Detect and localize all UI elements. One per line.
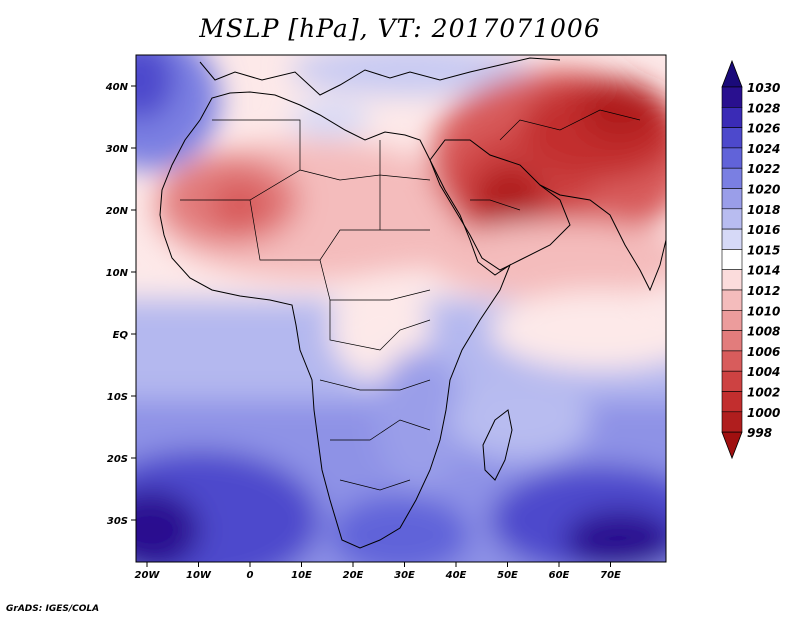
lon-label-50e: 50E: [497, 570, 518, 581]
colorbar-label-1020: 1020: [747, 183, 780, 197]
lat-label-30n: 30N: [106, 144, 129, 155]
europe-coastline: [199, 57, 561, 96]
pressure-field: [136, 55, 666, 562]
colorbar-segment: [721, 208, 743, 230]
lon-label-0: 0: [247, 570, 254, 581]
lon-label-70e: 70E: [600, 570, 621, 581]
lat-label-10n: 10N: [106, 268, 129, 279]
colorbar-segment: [721, 167, 743, 189]
colorbar-label-1004: 1004: [747, 365, 780, 379]
colorbar-segment: [721, 269, 743, 291]
lon-label-20w: 20W: [135, 570, 161, 581]
arabia-coastline: [429, 139, 571, 271]
colorbar-segment: [721, 147, 743, 169]
colorbar-segment: [721, 391, 743, 413]
lat-label-20n: 20N: [106, 206, 129, 217]
colorbar-label-1012: 1012: [747, 284, 780, 298]
lat-label-eq: EQ: [113, 330, 129, 341]
colorbar-label-1002: 1002: [747, 386, 780, 400]
lat-label-40n: 40N: [105, 82, 129, 93]
colorbar: 1030 1028 1026 1024 1022 1020 1018 1016 1015 1014…: [721, 59, 780, 460]
colorbar-segment: [721, 411, 743, 433]
colorbar-segment: [721, 188, 743, 210]
colorbar-segment: [721, 309, 743, 331]
colorbar-label-1008: 1008: [747, 325, 780, 339]
credit-label: GrADS: IGES/COLA: [6, 604, 100, 614]
colorbar-label-1024: 1024: [747, 142, 780, 156]
latitude-labels: 40N 30N 20N 10N EQ 10S 20S 30S: [105, 82, 129, 527]
colorbar-top-arrow: [721, 59, 743, 88]
colorbar-segment: [721, 370, 743, 392]
borders: [180, 109, 641, 491]
africa-coastline: [159, 91, 512, 549]
colorbar-label-1000: 1000: [747, 406, 780, 420]
lon-label-20e: 20E: [343, 570, 364, 581]
colorbar-segment: [721, 289, 743, 311]
tick-marks: [131, 85, 611, 567]
lat-label-30s: 30S: [107, 516, 128, 527]
colorbar-label-1028: 1028: [747, 101, 780, 115]
colorbar-label-1030: 1030: [747, 81, 780, 95]
colorbar-segment: [721, 249, 743, 270]
lon-label-10e: 10E: [291, 570, 312, 581]
colorbar-segment: [721, 107, 743, 128]
lon-label-40e: 40E: [445, 570, 467, 581]
colorbar-segment: [721, 228, 743, 250]
colorbar-segment: [721, 127, 743, 149]
madagascar-outline: [482, 409, 513, 481]
lon-label-60e: 60E: [549, 570, 570, 581]
colorbar-label-1016: 1016: [747, 223, 780, 237]
colorbar-label-1014: 1014: [747, 264, 780, 278]
map-frame: [135, 54, 667, 563]
colorbar-label-1010: 1010: [747, 304, 780, 318]
coastlines: [159, 57, 666, 549]
colorbar-segment: [721, 86, 743, 108]
longitude-labels: 20W 10W 0 10E 20E 30E 40E 50E 60E 70E: [135, 570, 622, 581]
colorbar-label-1018: 1018: [747, 203, 780, 217]
colorbar-bottom-arrow: [721, 431, 743, 460]
lon-label-30e: 30E: [394, 570, 415, 581]
colorbar-label-998: 998: [747, 426, 772, 440]
colorbar-segment: [721, 330, 743, 352]
map-title: MSLP [hPa], VT: 2017071006: [199, 14, 601, 43]
colorbar-segment: [721, 350, 743, 372]
lat-label-20s: 20S: [107, 454, 128, 465]
colorbar-label-1006: 1006: [747, 345, 780, 359]
colorbar-label-1022: 1022: [747, 162, 780, 176]
lon-label-10w: 10W: [186, 570, 212, 581]
lat-label-10s: 10S: [107, 392, 128, 403]
asia-coastline: [539, 184, 666, 292]
colorbar-label-1015: 1015: [747, 243, 780, 257]
colorbar-label-1026: 1026: [747, 122, 780, 136]
